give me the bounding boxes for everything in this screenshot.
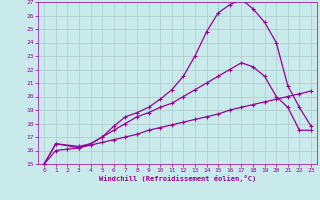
- X-axis label: Windchill (Refroidissement éolien,°C): Windchill (Refroidissement éolien,°C): [99, 175, 256, 182]
